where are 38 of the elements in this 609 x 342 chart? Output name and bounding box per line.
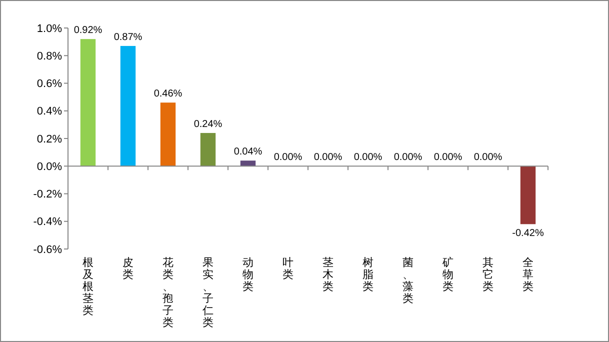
y-tick-label: -0.2% (33, 188, 62, 201)
x-tick-label: 菌、藻类 (402, 256, 414, 305)
data-label: 0.00% (354, 152, 382, 164)
bar (200, 132, 216, 166)
x-tick-label: 花类、孢子类 (162, 256, 174, 329)
data-label: 0.24% (194, 118, 222, 130)
data-label: 0.87% (114, 32, 142, 43)
data-label: 0.00% (434, 152, 462, 164)
data-label: -0.42% (512, 228, 544, 240)
x-tick-label: 根及根茎类 (82, 257, 94, 317)
y-tick-label: -0.6% (33, 244, 62, 256)
x-tick-label: 皮类 (122, 256, 134, 281)
data-label: 0.00% (314, 152, 342, 164)
y-tick-label: 0.4% (36, 106, 62, 118)
y-tick-label: 1.0% (36, 22, 62, 35)
x-tick-label: 其它类 (482, 256, 494, 293)
data-label: 0.00% (274, 152, 302, 164)
x-tick-label: 果实、子仁类 (202, 257, 214, 329)
data-label: 0.46% (154, 88, 182, 100)
y-tick-label: -0.4% (33, 216, 62, 228)
x-tick-label: 树脂类 (362, 257, 374, 293)
x-tick-label: 茎木类 (322, 256, 334, 293)
y-tick-label: 0.2% (36, 133, 62, 146)
data-label: 0.92% (74, 25, 102, 36)
x-tick-label: 叶类 (282, 256, 294, 281)
x-tick-label: 动物类 (242, 257, 254, 293)
y-tick-label: 0.6% (36, 78, 62, 90)
x-tick-label: 全草类 (522, 257, 534, 293)
bar (120, 46, 136, 166)
data-label: 0.00% (474, 152, 502, 164)
y-tick-label: 0.0% (36, 160, 62, 173)
x-tick-label: 矿物类 (442, 256, 454, 293)
bar (160, 102, 176, 166)
data-label: 0.04% (234, 146, 262, 158)
bar (520, 166, 536, 224)
bar (80, 39, 96, 166)
data-label: 0.00% (394, 152, 422, 164)
y-tick-label: 0.8% (36, 50, 62, 62)
